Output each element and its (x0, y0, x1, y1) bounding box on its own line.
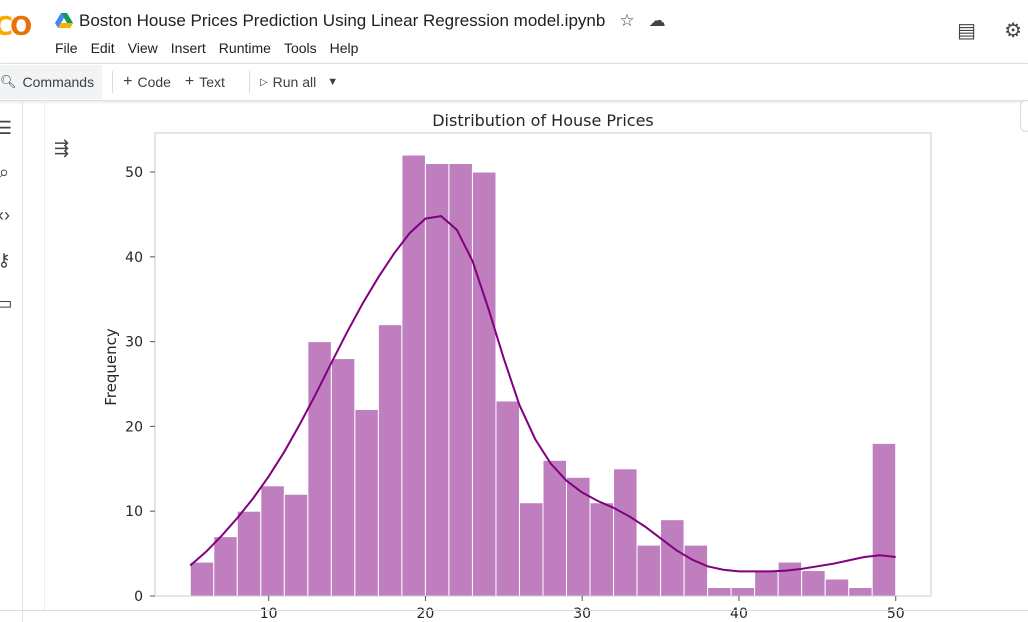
histogram-bar (754, 570, 779, 597)
y-tick-label: 40 (125, 250, 143, 266)
menu-help[interactable]: Help (329, 40, 359, 56)
plot-frame (154, 132, 932, 597)
commands-label: Commands (22, 74, 95, 90)
histogram-bar (213, 536, 238, 597)
histogram-bar (377, 324, 403, 597)
notebook-toolbar: 🔍︎ Commands + Code + Text ▷ Run all ▼ (0, 63, 1028, 101)
menu-bar: File Edit View Insert Runtime Tools Help (55, 40, 358, 56)
histogram-bar (730, 587, 756, 597)
histogram-bar (589, 502, 615, 597)
play-icon: ▷ (259, 76, 268, 88)
y-axis-label: Frequency (102, 328, 120, 406)
commands-button[interactable]: 🔍︎ Commands (0, 65, 103, 99)
histogram-bar (448, 163, 473, 597)
histogram-bar (707, 587, 732, 597)
menu-runtime[interactable]: Runtime (218, 40, 271, 56)
histogram-bar (566, 476, 591, 597)
histogram-bar (283, 493, 309, 597)
cell-gutter (44, 100, 45, 610)
histogram-bar (848, 587, 873, 597)
histogram-bar (236, 510, 262, 597)
histogram-bar (871, 442, 897, 597)
x-tick-label: 10 (260, 606, 278, 622)
search-icon: 🔍︎ (0, 74, 17, 89)
y-tick-label: 30 (125, 335, 143, 351)
menu-tools[interactable]: Tools (283, 40, 317, 56)
histogram-bar (471, 171, 497, 597)
code-icon[interactable]: ‹› (0, 205, 10, 225)
kde-curve (189, 215, 896, 573)
histogram-bar (401, 154, 426, 597)
y-tick-label: 0 (134, 589, 143, 605)
histogram-bar (801, 570, 826, 597)
menu-insert[interactable]: Insert (170, 40, 206, 56)
histogram-bar (354, 408, 379, 597)
top-right-actions: ▤ ⚙ (957, 18, 1022, 43)
star-icon[interactable]: ☆ (619, 11, 635, 30)
key-icon[interactable]: ⚷ (0, 250, 11, 270)
side-panel-handle[interactable] (1020, 100, 1028, 132)
menu-view[interactable]: View (127, 40, 158, 56)
histogram-bar (613, 468, 638, 597)
find-icon[interactable]: ⌕ (0, 162, 10, 182)
gear-icon[interactable]: ⚙ (1004, 20, 1022, 42)
add-code-button[interactable]: + Code (123, 73, 171, 91)
x-tick-label: 30 (573, 606, 591, 622)
histogram-bar (824, 578, 850, 597)
histogram-bar (330, 358, 356, 597)
histogram-bar (542, 459, 568, 597)
histogram-bar (777, 561, 803, 597)
histogram-bar (260, 485, 285, 597)
histogram-bar (495, 400, 520, 597)
histogram-bar (424, 163, 450, 597)
drive-icon[interactable] (55, 13, 73, 29)
add-code-label: Code (137, 74, 171, 90)
toolbar-divider (112, 71, 114, 93)
toolbar-divider (248, 71, 250, 93)
notebook-title[interactable]: Boston House Prices Prediction Using Lin… (79, 11, 606, 30)
left-sidebar: ☰ ⌕ ‹› ⚷ ▭ (0, 100, 23, 622)
y-tick-label: 10 (125, 504, 143, 520)
x-tick-label: 50 (887, 606, 905, 622)
histogram-bar (636, 544, 662, 597)
menu-file[interactable]: File (55, 40, 78, 56)
menu-edit[interactable]: Edit (90, 40, 115, 56)
plus-icon: + (184, 73, 195, 90)
plus-icon: + (123, 73, 133, 90)
cell-bottom-border (0, 610, 1028, 611)
folder-icon[interactable]: ▭ (0, 293, 13, 313)
chevron-down-icon[interactable]: ▼ (327, 76, 339, 88)
add-text-label: Text (199, 74, 225, 90)
histogram-bar (189, 561, 215, 597)
x-tick-label: 40 (730, 606, 748, 622)
y-tick-label: 50 (125, 165, 143, 181)
histogram-bar (307, 341, 332, 597)
histogram-bar (518, 502, 544, 597)
comment-icon[interactable]: ▤ (957, 20, 977, 42)
notebook-title-row: Boston House Prices Prediction Using Lin… (55, 8, 666, 34)
add-text-button[interactable]: + Text (185, 73, 225, 91)
cloud-icon[interactable]: ☁ (648, 11, 666, 30)
histogram-bar (660, 519, 685, 597)
menu-icon[interactable]: ☰ (0, 118, 13, 138)
x-tick-label: 20 (417, 606, 435, 622)
y-tick-label: 20 (125, 419, 143, 435)
colab-logo[interactable]: CO (0, 12, 32, 42)
chart-title: Distribution of House Prices (432, 111, 654, 130)
histogram-bar (683, 544, 709, 597)
output-toggle-icon[interactable]: ⇶ (54, 138, 70, 158)
run-all-button[interactable]: ▷ Run all ▼ (260, 74, 338, 90)
run-all-label: Run all (272, 74, 317, 90)
